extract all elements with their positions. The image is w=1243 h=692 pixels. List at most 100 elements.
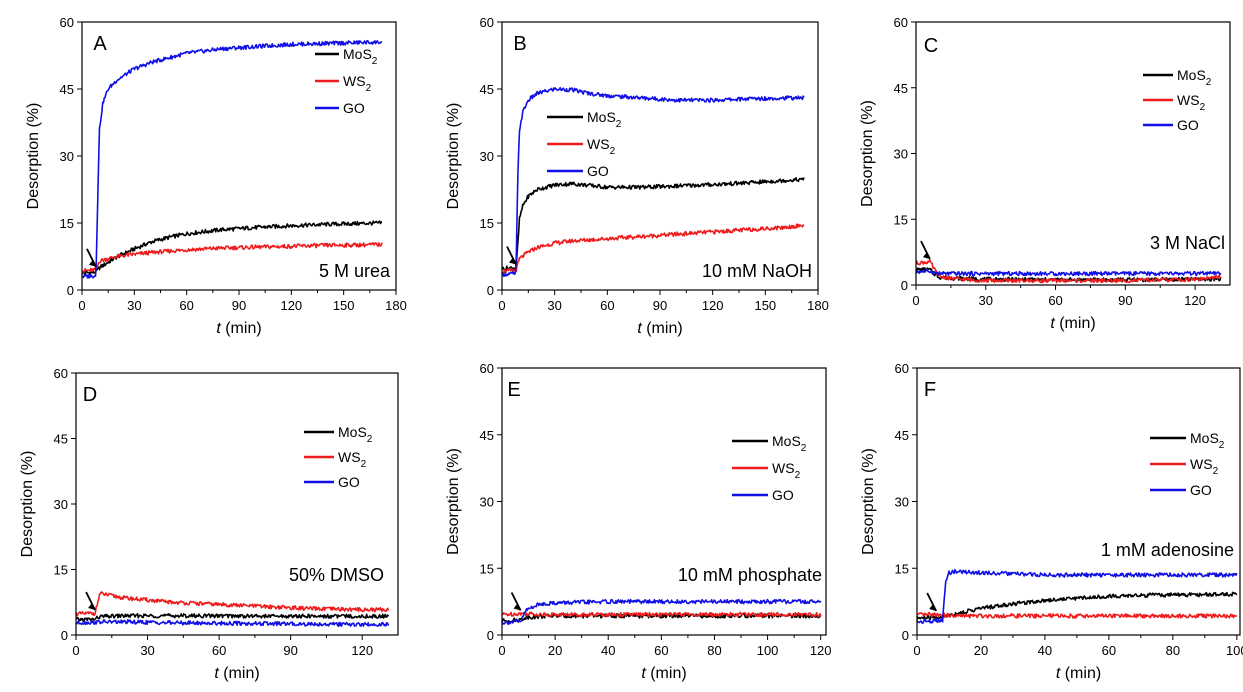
legend-entry-ws2: WS2: [772, 460, 801, 481]
x-axis-label: t (min): [641, 665, 686, 682]
legend-entry-ws2: WS2: [1190, 456, 1219, 477]
panel-label: D: [83, 384, 97, 406]
x-tick-label: 80: [707, 643, 721, 658]
series-line-ws2: [915, 259, 1222, 284]
panel-d: 0 30 60 90 120 0 15 30 45 60 t (min) Desorption (%)…: [19, 366, 399, 682]
series-line-mos2: [501, 177, 805, 272]
legend-entry-go: GO: [1177, 117, 1199, 133]
x-tick-label: 90: [232, 298, 246, 313]
y-tick-label: 15: [895, 561, 909, 576]
panel-e: 0 20 40 60 80 100 120 0 15 30 45 60 t (min) Desorptio…: [445, 361, 832, 682]
series-line-go: [501, 86, 805, 277]
y-axis-label: Desorption (%): [25, 103, 42, 210]
x-axis-label: t (min): [1050, 315, 1095, 332]
x-tick-label: 60: [600, 298, 614, 313]
y-tick-label: 30: [54, 497, 68, 512]
addition-arrowhead: [88, 603, 96, 611]
condition-label: 1 mM adenosine: [1101, 540, 1234, 560]
addition-arrowhead: [513, 603, 521, 611]
addition-arrowhead: [509, 257, 517, 265]
y-tick-label: 45: [60, 82, 74, 97]
panel-f: 020406080100015304560t (min)Desorption (…: [860, 361, 1243, 682]
y-tick-label: 15: [480, 561, 494, 576]
y-tick-label: 15: [60, 216, 74, 231]
series-line-mos2: [916, 591, 1238, 620]
y-tick-label: 0: [902, 628, 909, 643]
panel-c: 0 30 60 90 120 0 15 30 45 60 t (min) Desorption (%)…: [859, 15, 1231, 332]
y-tick-label: 60: [60, 15, 74, 30]
x-tick-label: 20: [548, 643, 562, 658]
condition-label: 10 mM phosphate: [678, 565, 822, 585]
x-tick-label: 90: [283, 643, 297, 658]
x-tick-label: 80: [1166, 643, 1180, 658]
x-tick-label: 60: [1102, 643, 1116, 658]
panel-a: 0 30 60 90 120 150 180 0 15 30 45 60 t (min) Desorpti…: [25, 15, 407, 337]
series-line-go: [916, 568, 1238, 624]
y-tick-label: 45: [480, 82, 494, 97]
addition-arrowhead: [922, 252, 930, 260]
series-line-go: [501, 598, 822, 625]
y-tick-label: 30: [60, 149, 74, 164]
legend-entry-mos2: MoS2: [772, 433, 807, 454]
legend-entry-go: GO: [343, 100, 365, 116]
y-tick-label: 0: [61, 628, 68, 643]
series-line-mos2: [81, 220, 383, 276]
x-tick-label: 60: [1048, 293, 1062, 308]
y-tick-label: 30: [480, 495, 494, 510]
x-tick-label: 60: [212, 643, 226, 658]
x-tick-label: 100: [757, 643, 779, 658]
x-tick-label: 180: [385, 298, 407, 313]
x-tick-label: 40: [1038, 643, 1052, 658]
y-tick-label: 0: [487, 628, 494, 643]
x-tick-label: 120: [351, 643, 373, 658]
x-tick-label: 20: [974, 643, 988, 658]
x-tick-label: 150: [333, 298, 355, 313]
x-tick-label: 60: [179, 298, 193, 313]
legend-entry-ws2: WS2: [587, 136, 616, 157]
x-tick-label: 60: [654, 643, 668, 658]
series-line-ws2: [502, 611, 822, 618]
y-axis-label: Desorption (%): [859, 100, 876, 207]
panel-label: A: [93, 33, 107, 55]
y-tick-label: 15: [480, 216, 494, 231]
y-tick-label: 60: [54, 366, 68, 381]
x-tick-label: 120: [1184, 293, 1206, 308]
x-tick-label: 180: [807, 298, 829, 313]
x-tick-label: 150: [754, 298, 776, 313]
x-tick-label: 30: [547, 298, 561, 313]
panel-label: E: [507, 379, 520, 401]
y-tick-label: 30: [480, 149, 494, 164]
y-tick-label: 30: [895, 495, 909, 510]
x-tick-label: 100: [1226, 643, 1243, 658]
series-line-go: [81, 39, 383, 279]
series-line-go: [75, 619, 390, 627]
legend-entry-mos2: MoS2: [1190, 430, 1225, 451]
panel-b: 0 30 60 90 120 150 180 0 15 30 45 60 t (min) Desorpti…: [445, 15, 829, 337]
x-tick-label: 120: [702, 298, 724, 313]
y-tick-label: 45: [895, 428, 909, 443]
x-tick-label: 0: [498, 298, 505, 313]
x-axis-label: t (min): [216, 320, 261, 337]
x-tick-label: 30: [140, 643, 154, 658]
series-line-go: [915, 268, 1222, 277]
series-line-ws2: [75, 591, 390, 617]
x-tick-label: 0: [78, 298, 85, 313]
x-tick-label: 0: [912, 293, 919, 308]
plot-frame: [501, 21, 819, 291]
x-axis-label: t (min): [637, 320, 682, 337]
y-tick-label: 30: [894, 147, 908, 162]
legend-entry-go: GO: [587, 163, 609, 179]
condition-label: 50% DMSO: [289, 565, 384, 585]
x-tick-label: 30: [127, 298, 141, 313]
series-line-mos2: [75, 613, 390, 623]
legend-entry-mos2: MoS2: [338, 424, 373, 445]
legend-entry-mos2: MoS2: [587, 109, 622, 130]
panel-label: F: [924, 379, 936, 401]
y-tick-label: 45: [894, 81, 908, 96]
legend-entry-ws2: WS2: [1177, 92, 1206, 113]
panel-label: B: [513, 33, 526, 55]
x-tick-label: 120: [280, 298, 302, 313]
series-line-ws2: [81, 242, 383, 274]
x-tick-label: 90: [653, 298, 667, 313]
